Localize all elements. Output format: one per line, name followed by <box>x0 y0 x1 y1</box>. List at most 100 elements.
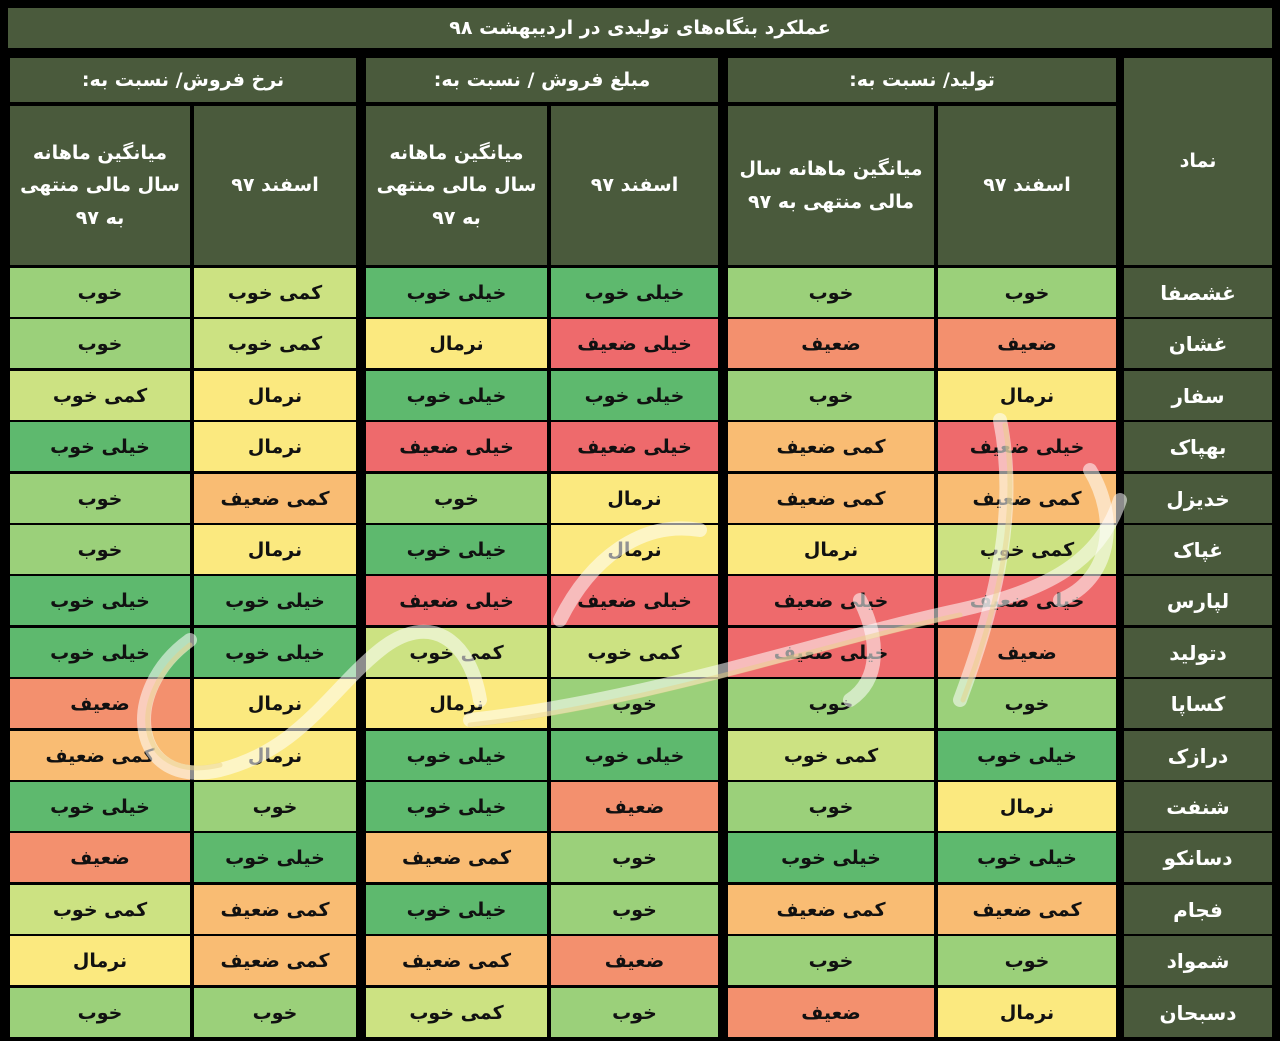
rating-cell: خیلی خوب <box>10 422 190 471</box>
subheader-sales-amount-average: میانگین ماهانه سال مالی منتهی به ۹۷ <box>366 106 547 265</box>
rating-cell: ضعیف <box>938 628 1116 677</box>
rating-cell: خیلی خوب <box>551 731 718 780</box>
rating-cell: ضعیف <box>10 833 190 882</box>
rating-cell: خیلی خوب <box>366 885 547 934</box>
rating-cell: خیلی خوب <box>194 628 356 677</box>
rating-cell: خوب <box>728 782 934 831</box>
rating-cell: خیلی خوب <box>366 525 547 574</box>
symbol-header: نماد <box>1124 58 1272 265</box>
subheader-text: میانگین ماهانه <box>389 142 524 165</box>
subheader-text: اسفند ۹۷ <box>231 174 319 197</box>
rating-cell: نرمال <box>366 319 547 368</box>
subheader-production-esfand: اسفند ۹۷ <box>938 106 1116 265</box>
rating-cell: نرمال <box>10 936 190 985</box>
rating-cell: خیلی ضعیف <box>938 576 1116 625</box>
rating-cell: ضعیف <box>728 319 934 368</box>
symbol-cell: سفار <box>1124 371 1272 420</box>
rating-cell: نرمال <box>194 731 356 780</box>
rating-cell: خوب <box>938 268 1116 317</box>
symbol-cell: کساپا <box>1124 679 1272 728</box>
rating-cell: نرمال <box>551 525 718 574</box>
rating-cell: خوب <box>728 936 934 985</box>
symbol-cell: دسانکو <box>1124 833 1272 882</box>
rating-cell: نرمال <box>194 525 356 574</box>
rating-cell: کمی ضعیف <box>728 422 934 471</box>
rating-cell: خوب <box>10 525 190 574</box>
rating-cell: خیلی خوب <box>551 371 718 420</box>
rating-cell: نرمال <box>938 782 1116 831</box>
rating-cell: خیلی خوب <box>194 576 356 625</box>
rating-cell: کمی خوب <box>10 371 190 420</box>
subheader-text: سال مالی منتهی <box>376 174 537 197</box>
rating-cell: خوب <box>10 474 190 523</box>
rating-cell: خیلی خوب <box>194 833 356 882</box>
rating-cell: خیلی خوب <box>366 371 547 420</box>
page-title: عملکرد بنگاه‌های تولیدی در اردیبهشت ۹۸ <box>8 8 1272 48</box>
rating-cell: خیلی خوب <box>938 731 1116 780</box>
subheader-text: به ۹۷ <box>432 206 481 229</box>
rating-cell: ضعیف <box>728 988 934 1037</box>
rating-cell: نرمال <box>194 679 356 728</box>
symbol-cell: غشصفا <box>1124 268 1272 317</box>
subheader-text: سال مالی منتهی <box>20 174 180 197</box>
subheader-text: اسفند ۹۷ <box>590 174 679 197</box>
rating-cell: نرمال <box>366 679 547 728</box>
rating-cell: خیلی خوب <box>366 268 547 317</box>
rating-cell: کمی ضعیف <box>10 731 190 780</box>
rating-cell: کمی ضعیف <box>728 474 934 523</box>
rating-cell: خیلی ضعیف <box>728 628 934 677</box>
subheader-text: اسفند ۹۷ <box>983 174 1071 197</box>
rating-cell: کمی خوب <box>728 731 934 780</box>
rating-cell: خیلی خوب <box>366 782 547 831</box>
rating-cell: کمی ضعیف <box>194 474 356 523</box>
symbol-cell: شمواد <box>1124 936 1272 985</box>
symbol-cell: بهپاک <box>1124 422 1272 471</box>
symbol-cell: لپارس <box>1124 576 1272 625</box>
rating-cell: خوب <box>551 679 718 728</box>
rating-cell: کمی خوب <box>194 268 356 317</box>
rating-cell: ضعیف <box>551 782 718 831</box>
rating-cell: کمی ضعیف <box>728 885 934 934</box>
symbol-cell: دسبحان <box>1124 988 1272 1037</box>
rating-cell: خوب <box>10 988 190 1037</box>
rating-cell: خوب <box>551 833 718 882</box>
rating-cell: خوب <box>551 885 718 934</box>
rating-cell: کمی خوب <box>194 319 356 368</box>
rating-cell: کمی ضعیف <box>366 833 547 882</box>
rating-cell: نرمال <box>938 371 1116 420</box>
rating-cell: خیلی خوب <box>10 576 190 625</box>
rating-cell: خیلی ضعیف <box>366 422 547 471</box>
rating-cell: ضعیف <box>938 319 1116 368</box>
symbol-cell: درازک <box>1124 731 1272 780</box>
symbol-cell: غشان <box>1124 319 1272 368</box>
rating-cell: خیلی خوب <box>10 628 190 677</box>
subheader-sales-rate-esfand: اسفند ۹۷ <box>194 106 356 265</box>
rating-cell: خیلی ضعیف <box>551 422 718 471</box>
subheader-text: به ۹۷ <box>75 206 125 229</box>
rating-cell: کمی ضعیف <box>938 885 1116 934</box>
symbol-cell: دتولید <box>1124 628 1272 677</box>
rating-cell: خیلی ضعیف <box>728 576 934 625</box>
rating-cell: خوب <box>10 319 190 368</box>
rating-cell: نرمال <box>938 988 1116 1037</box>
rating-cell: خوب <box>938 936 1116 985</box>
symbol-cell: خدیزل <box>1124 474 1272 523</box>
rating-cell: خوب <box>366 474 547 523</box>
rating-cell: نرمال <box>551 474 718 523</box>
subheader-sales-rate-average: میانگین ماهانه سال مالی منتهی به ۹۷ <box>10 106 190 265</box>
symbol-cell: غپاک <box>1124 525 1272 574</box>
rating-cell: خیلی خوب <box>551 268 718 317</box>
rating-cell: کمی ضعیف <box>938 474 1116 523</box>
rating-cell: خوب <box>551 988 718 1037</box>
rating-cell: کمی خوب <box>10 885 190 934</box>
rating-cell: کمی ضعیف <box>194 936 356 985</box>
group-header-sales-amount: مبلغ فروش / نسبت به: <box>366 58 718 102</box>
rating-cell: خیلی ضعیف <box>551 319 718 368</box>
rating-cell: نرمال <box>728 525 934 574</box>
rating-cell: کمی خوب <box>551 628 718 677</box>
rating-cell: خوب <box>194 988 356 1037</box>
subheader-production-average: میانگین ماهانه سال مالی منتهی به ۹۷ <box>728 106 934 265</box>
rating-cell: خوب <box>194 782 356 831</box>
rating-cell: خیلی خوب <box>938 833 1116 882</box>
rating-cell: ضعیف <box>10 679 190 728</box>
